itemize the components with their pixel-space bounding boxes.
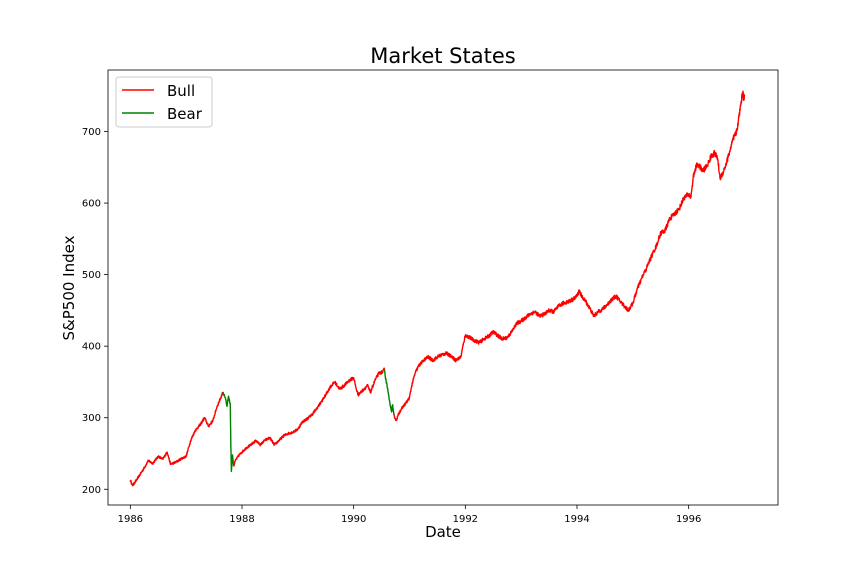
series-line-bear-2 — [383, 368, 395, 415]
y-tick-label: 200 — [82, 485, 101, 496]
y-tick-label: 400 — [82, 342, 101, 353]
x-axis: 1986 1988 1990 1992 1994 1996 — [118, 505, 701, 525]
x-tick-label: 1994 — [564, 514, 589, 525]
series-layer — [129, 90, 746, 487]
legend: Bull Bear — [115, 76, 213, 128]
x-tick-label: 1986 — [118, 514, 143, 525]
series-line-bear-1 — [222, 391, 235, 473]
x-tick-label: 1988 — [229, 514, 254, 525]
x-tick-label: 1996 — [676, 514, 701, 525]
legend-label-bear: Bear — [167, 105, 203, 123]
series-line-bull-2 — [232, 367, 386, 467]
x-tick-label: 1992 — [453, 514, 478, 525]
y-tick-label: 300 — [82, 413, 101, 424]
y-tick-label: 500 — [82, 270, 101, 281]
y-tick-label: 700 — [82, 127, 101, 138]
x-axis-label: Date — [425, 523, 461, 541]
series-line-bull-3 — [393, 90, 746, 422]
y-axis-label: S&P500 Index — [60, 235, 78, 340]
y-tick-label: 600 — [82, 199, 101, 210]
legend-label-bull: Bull — [167, 82, 195, 100]
series-line-bull-1 — [129, 391, 224, 487]
chart-title: Market States — [370, 44, 515, 68]
y-axis: 200 300 400 500 600 700 — [82, 127, 108, 496]
x-tick-label: 1990 — [341, 514, 366, 525]
plot-frame — [107, 69, 779, 506]
